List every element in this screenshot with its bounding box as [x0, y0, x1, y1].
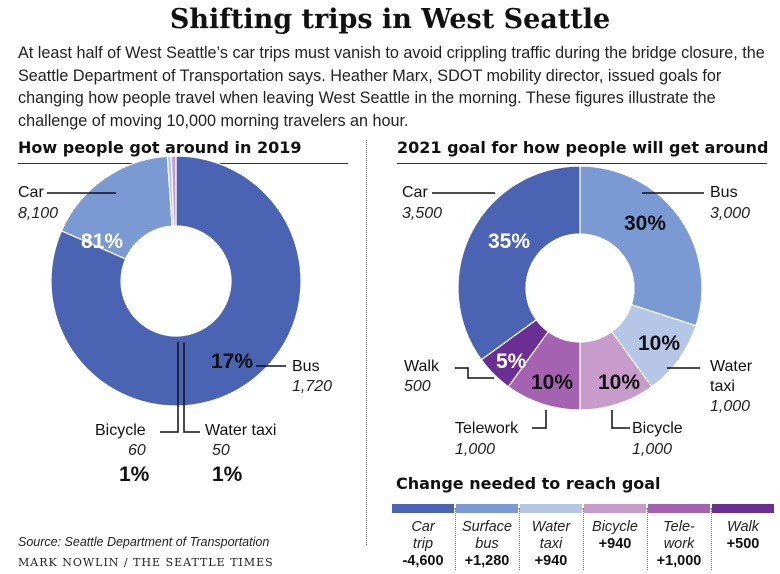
label-bicycle-2019: Bicycle — [95, 422, 146, 439]
label-car-2021: Car — [402, 184, 428, 201]
change-water-name-1: Water — [531, 519, 571, 535]
value-car-2021: 3,500 — [402, 205, 443, 222]
value-bicycle-2019: 60 — [128, 442, 146, 459]
label-bus-2021: Bus — [710, 184, 738, 201]
change-telework: Tele- work +1,000 — [648, 504, 710, 570]
slice-bicycle — [170, 155, 177, 227]
value-car-2019: 8,100 — [18, 205, 59, 222]
pct-bus-2019: 17% — [211, 350, 254, 373]
change-walk-value: +500 — [726, 536, 760, 552]
pct-water-2021: 10% — [638, 332, 681, 355]
swatch-watertaxi — [520, 504, 582, 513]
left-donut — [50, 155, 302, 407]
leader-walk-2021 — [455, 367, 494, 379]
label-water-2021-line2: taxi — [710, 378, 735, 395]
leader-lines — [47, 192, 704, 433]
change-separator — [583, 508, 584, 570]
label-telework-2021: Telework — [455, 420, 519, 437]
source-note: Source: Seattle Department of Transporta… — [18, 535, 270, 549]
change-bicycle-value: +940 — [598, 536, 632, 552]
change-separator — [455, 508, 456, 570]
pct-car-2019: 81% — [81, 230, 124, 253]
change-separator — [519, 508, 520, 570]
value-telework-2021: 1,000 — [455, 441, 496, 458]
slice-bus — [579, 165, 703, 327]
change-separator — [711, 508, 712, 570]
value-bus-2019: 1,720 — [292, 378, 333, 395]
right-donut — [457, 165, 703, 411]
slice-car — [50, 155, 302, 407]
leader-bicycle-2021 — [611, 410, 630, 429]
change-separator — [647, 508, 648, 570]
change-bicycle-name: Bicycle — [592, 519, 638, 535]
label-water-2021-line1: Water — [710, 358, 753, 375]
change-telework-name-2: work — [663, 536, 695, 552]
value-bicycle-2021: 1,000 — [632, 441, 673, 458]
change-bus-value: +1,280 — [464, 553, 510, 569]
right-chart-title: 2021 goal for how people will get around — [397, 138, 769, 157]
value-bus-2021: 3,000 — [710, 205, 751, 222]
page-title: Shifting trips in West Seattle — [169, 4, 611, 35]
leader-telework-2021 — [532, 410, 547, 429]
label-bus-2019: Bus — [292, 358, 320, 375]
swatch-walk — [712, 504, 774, 513]
value-watertaxi-2019: 50 — [212, 442, 230, 459]
leader-watertaxi-2019 — [183, 342, 200, 433]
value-walk-2021: 500 — [404, 378, 431, 395]
change-water-name-2: taxi — [539, 536, 563, 552]
slice-bus — [60, 155, 173, 260]
change-car-name-2: trip — [412, 536, 434, 552]
value-water-2021: 1,000 — [710, 398, 751, 415]
change-car-name-1: Car — [411, 519, 435, 535]
pct-bicycle-2019: 1% — [119, 463, 150, 486]
change-water-value: +940 — [534, 553, 568, 569]
pct-bus-2021: 30% — [624, 212, 667, 235]
change-walk-name: Walk — [727, 519, 759, 535]
swatch-car — [392, 504, 454, 513]
change-bus: Surface bus +1,280 — [456, 504, 518, 570]
label-bicycle-2021: Bicycle — [632, 420, 683, 437]
left-chart-title: How people got around in 2019 — [18, 138, 302, 157]
label-walk-2021: Walk — [404, 358, 439, 375]
slice-car — [457, 165, 581, 361]
change-watertaxi: Water taxi +940 — [520, 504, 582, 570]
intro-text: At least half of West Seattle’s car trip… — [18, 44, 765, 130]
change-telework-value: +1,000 — [656, 553, 702, 569]
change-car-value: -4,600 — [402, 553, 444, 569]
change-bicycle: Bicycle +940 — [584, 504, 646, 553]
pct-car-2021: 35% — [488, 230, 531, 253]
pct-bicycle-2021: 10% — [598, 371, 641, 394]
swatch-telework — [648, 504, 710, 513]
change-car: Car trip -4,600 — [392, 504, 454, 570]
column-divider — [366, 140, 367, 545]
pct-walk-2021: 5% — [496, 350, 527, 373]
pct-watertaxi-2019: 1% — [212, 463, 243, 486]
swatch-bicycle — [584, 504, 646, 513]
change-bus-name-2: bus — [475, 536, 499, 552]
swatch-bus — [456, 504, 518, 513]
change-walk: Walk +500 — [712, 504, 774, 553]
label-watertaxi-2019: Water taxi — [205, 422, 277, 439]
change-telework-name-1: Tele- — [663, 519, 695, 535]
label-car-2019: Car — [18, 184, 44, 201]
change-bus-name-1: Surface — [462, 519, 512, 535]
credit-line: MARK NOWLIN / THE SEATTLE TIMES — [18, 556, 274, 569]
leader-bicycle-2019 — [160, 342, 179, 433]
pct-telework-2021: 10% — [531, 371, 574, 394]
right-title-rule — [397, 163, 767, 164]
change-title: Change needed to reach goal — [396, 474, 661, 493]
